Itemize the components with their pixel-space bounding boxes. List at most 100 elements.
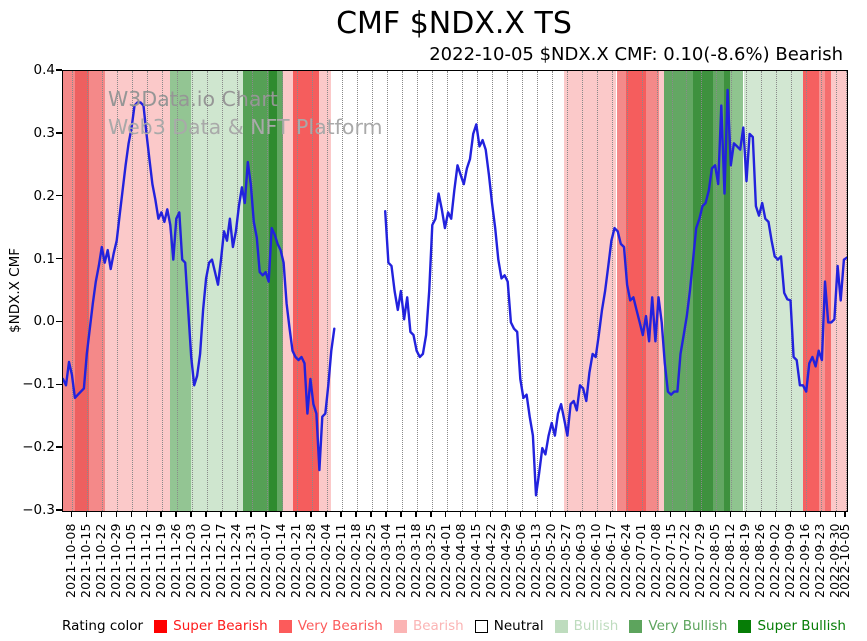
legend-title: Rating color: [62, 618, 144, 634]
legend-item-label: Super Bearish: [173, 618, 268, 634]
x-tick-label: 2021-10-22: [93, 523, 109, 598]
x-tick-mark: [639, 511, 642, 517]
y-tick-label: −0.1: [22, 376, 55, 393]
gridline: [626, 71, 628, 511]
rating-band: [616, 71, 626, 511]
gridline: [821, 71, 823, 511]
x-tick-mark: [445, 511, 447, 517]
x-tick-label: 2022-07-08: [647, 523, 663, 598]
legend-item-label: Very Bearish: [297, 618, 383, 634]
y-tick-mark: [56, 446, 62, 448]
x-tick-label: 2022-04-15: [467, 523, 483, 598]
x-tick-label: 2022-07-01: [632, 523, 648, 598]
legend-item-label: Super Bullish: [757, 618, 846, 634]
gridline: [162, 71, 164, 511]
y-tick-label: −0.3: [22, 502, 55, 518]
y-tick-mark: [56, 132, 62, 134]
gridline: [845, 71, 847, 511]
x-tick-mark: [684, 511, 687, 517]
x-tick-mark: [475, 511, 477, 517]
x-tick-mark: [804, 511, 806, 517]
gridline: [416, 71, 418, 511]
y-tick-label: 0.3: [33, 124, 55, 141]
x-tick-label: 2022-03-25: [422, 523, 438, 598]
y-tick-label: 0.0: [33, 313, 55, 330]
x-tick-mark: [295, 511, 297, 517]
x-tick-mark: [220, 511, 222, 517]
rating-band: [283, 71, 293, 511]
x-tick-mark: [190, 511, 192, 517]
rating-band: [625, 71, 647, 511]
x-tick-mark: [175, 511, 177, 517]
x-tick-mark: [834, 511, 836, 517]
gridline: [521, 71, 523, 511]
gridline: [596, 71, 598, 511]
x-tick-label: 2021-10-08: [63, 523, 79, 598]
x-tick-mark: [250, 511, 252, 517]
gridline: [506, 71, 508, 511]
gridline: [491, 71, 493, 511]
x-tick-label: 2021-12-24: [228, 523, 244, 598]
x-tick-mark: [579, 511, 582, 517]
rating-band: [693, 71, 713, 511]
y-tick-label: −0.2: [22, 439, 55, 456]
x-tick-mark: [774, 511, 777, 517]
rating-band: [646, 71, 659, 511]
rating-band: [74, 71, 89, 511]
rating-band: [243, 71, 270, 511]
y-tick-mark: [56, 320, 62, 323]
x-tick-label: 2022-04-29: [497, 523, 513, 598]
x-tick-label: 2022-01-07: [258, 523, 274, 598]
x-tick-label: 2022-10-05: [836, 523, 852, 598]
x-tick-label: 2022-04-22: [482, 523, 498, 598]
x-tick-mark: [729, 511, 732, 517]
gridline: [806, 71, 808, 511]
rating-band: [105, 71, 171, 511]
x-tick-label: 2022-06-03: [572, 523, 588, 598]
gridline: [297, 71, 298, 511]
x-tick-label: 2022-01-21: [288, 523, 303, 598]
rating-band: [730, 71, 744, 511]
x-tick-label: 2021-12-10: [198, 523, 214, 598]
x-tick-mark: [115, 511, 117, 517]
gridline: [446, 71, 448, 511]
rating-band: [190, 71, 244, 511]
x-tick-label: 2022-01-28: [302, 523, 318, 598]
x-tick-mark: [355, 511, 357, 517]
x-tick-label: 2022-01-14: [273, 523, 289, 598]
rating-band: [712, 71, 724, 511]
x-tick-mark: [85, 511, 87, 517]
gridline: [671, 71, 673, 511]
legend-swatch: [393, 619, 407, 633]
x-tick-mark: [490, 511, 492, 517]
x-tick-label: 2022-08-12: [722, 523, 738, 598]
x-tick-label: 2022-09-16: [797, 523, 813, 598]
x-tick-mark: [520, 511, 522, 517]
x-tick-label: 2022-07-15: [662, 523, 678, 598]
x-tick-mark: [744, 511, 747, 517]
gridline: [311, 71, 313, 511]
x-tick-mark: [460, 511, 462, 517]
plot-area: W3Data.io Chart Web3 Data & NFT Platform: [62, 70, 848, 512]
gridline: [701, 71, 703, 511]
gridline: [656, 71, 658, 511]
rating-band: [63, 71, 75, 511]
gridline: [267, 71, 269, 511]
x-tick-mark: [819, 511, 821, 517]
y-tick-label: 0.2: [33, 187, 55, 204]
x-tick-mark: [385, 511, 387, 517]
gridline: [536, 71, 538, 511]
x-tick-mark: [654, 511, 657, 517]
gridline: [282, 71, 284, 511]
x-tick-label: 2021-12-31: [243, 523, 259, 598]
x-tick-label: 2021-11-12: [138, 523, 154, 598]
x-tick-mark: [70, 511, 72, 517]
x-tick-label: 2022-05-27: [557, 523, 573, 598]
gridline: [566, 71, 568, 511]
x-tick-label: 2022-08-26: [752, 523, 768, 598]
gridline: [371, 71, 373, 511]
x-tick-label: 2021-11-26: [168, 523, 184, 598]
legend-swatch: [738, 619, 752, 633]
x-tick-mark: [624, 511, 627, 517]
legend-item: Super Bearish: [154, 618, 268, 634]
